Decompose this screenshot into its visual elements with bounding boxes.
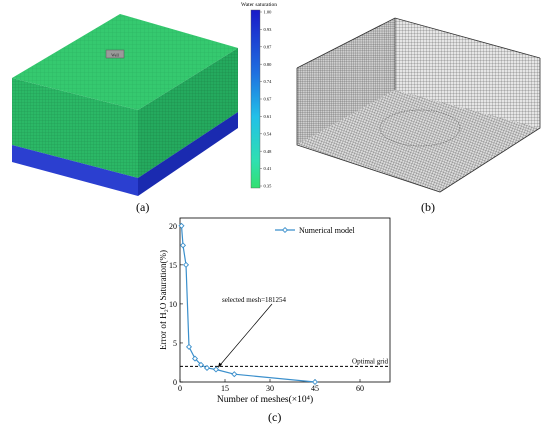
mesh-left-wall [297, 18, 395, 145]
y-tick-label: 0 [173, 378, 177, 387]
data-point [178, 222, 185, 229]
data-point [185, 343, 193, 350]
colorbar-tick-label: 0.74 [264, 79, 273, 84]
colorbar-tick-label: 0.35 [264, 184, 273, 189]
block-top-face [12, 14, 238, 110]
chart-axes: 0 15 30 45 60 0 5 10 15 20 [169, 217, 391, 393]
x-tick-label: 15 [221, 384, 229, 393]
colorbar-tick-label: 0.61 [264, 114, 272, 119]
colorbar-title: Water saturation [241, 2, 277, 8]
mesh-figure [296, 17, 541, 193]
x-tick-label: 0 [178, 384, 182, 393]
data-point [231, 371, 238, 378]
plot-frame [179, 217, 391, 383]
colorbar [250, 9, 261, 189]
mesh-edges [296, 58, 541, 193]
annotation-label: selected mesh=181254 [222, 296, 287, 304]
y-tick-label: 5 [173, 339, 177, 348]
y-tick-label: 20 [169, 222, 177, 231]
annotation-arrowhead [218, 362, 222, 368]
legend-label: Numerical model [299, 226, 356, 235]
data-point [203, 364, 211, 371]
block-front-face [12, 78, 138, 178]
block-base-right [138, 112, 238, 196]
y-axis-label: Error of H₂O Saturation(%) [160, 250, 168, 350]
mesh-refinement-zone [379, 109, 461, 147]
y-tick-label: 15 [169, 261, 177, 270]
mesh-top-edge [296, 17, 541, 69]
colorbar-tick-label: 0.54 [264, 131, 273, 136]
block-base-front [12, 145, 138, 196]
colorbar-tick-label: 0.87 [264, 44, 273, 49]
data-point [179, 242, 187, 249]
colorbar-tick-label: 0.48 [264, 149, 273, 154]
annotation-arrow [217, 303, 273, 368]
mesh-back-wall [395, 18, 540, 128]
colorbar-tick-label: 0.93 [264, 27, 273, 32]
well-label: Well [111, 53, 119, 58]
colorbar-tick-label: 0.80 [264, 62, 273, 67]
x-tick-label: 45 [311, 384, 319, 393]
optimal-grid-label: Optimal grid [352, 357, 388, 365]
colorbar-tick-label: 1.00 [264, 10, 273, 15]
data-point [197, 361, 205, 368]
colorbar-ticks: 1.00 0.93 0.87 0.80 0.74 0.67 0.61 0.54 0.48 0.41… [260, 10, 272, 189]
caption-a: (a) [136, 200, 150, 214]
x-axis-label: Number of meshes(×10⁴) [217, 394, 313, 405]
chart-series [178, 222, 390, 386]
x-tick-label: 60 [356, 384, 364, 393]
block-right-face [138, 48, 238, 178]
mesh-convergence-chart: 0 15 30 45 60 0 5 10 15 20 Optimal grid Numerical … [158, 217, 391, 405]
well-marker [105, 49, 125, 59]
data-point [182, 261, 190, 268]
caption-c: (c) [268, 410, 282, 424]
colorbar-tick-label: 0.67 [264, 97, 273, 102]
data-point [191, 355, 199, 362]
data-point [212, 366, 220, 373]
panel-b: (b) [285, 0, 550, 214]
y-tick-label: 10 [169, 300, 177, 309]
chart-labels: Optimal grid Numerical model selected mesh… [158, 226, 388, 405]
panel-c: 0 15 30 45 60 0 5 10 15 20 Optimal grid Numerical … [158, 210, 400, 424]
colorbar-tick-label: 0.41 [264, 166, 272, 171]
x-tick-label: 30 [266, 384, 274, 393]
data-point [311, 378, 319, 386]
saturation-block-figure: Well Water saturation 1.00 0.93 0.87 0.80 0.… [12, 2, 277, 196]
caption-b: (b) [421, 200, 435, 214]
series-line [180, 225, 316, 383]
panel-a: Well Water saturation 1.00 0.93 0.87 0.80 0.… [0, 0, 290, 214]
legend-marker [281, 226, 289, 234]
